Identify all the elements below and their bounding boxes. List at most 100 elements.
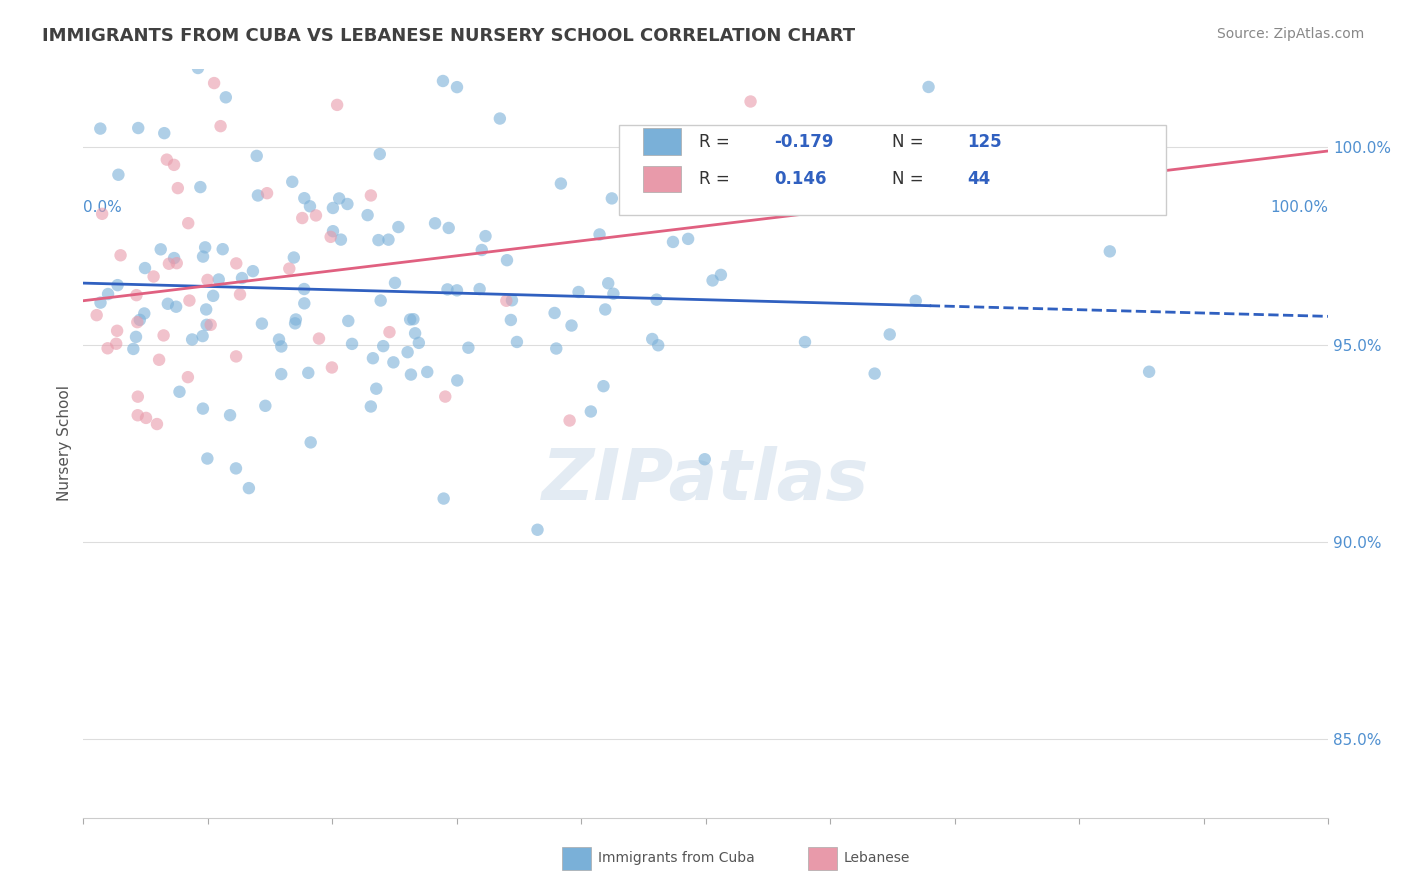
Point bbox=[127, 315, 149, 329]
Point bbox=[676, 232, 699, 246]
Point bbox=[879, 327, 901, 342]
Point bbox=[134, 306, 156, 320]
Point bbox=[256, 186, 278, 201]
Point bbox=[740, 95, 762, 109]
Point bbox=[404, 326, 426, 341]
Point bbox=[86, 308, 108, 322]
Point bbox=[166, 181, 188, 195]
Point bbox=[208, 272, 231, 286]
Point bbox=[641, 332, 664, 346]
Point bbox=[291, 211, 314, 225]
Point bbox=[356, 208, 378, 222]
Point bbox=[292, 296, 315, 310]
Text: -0.179: -0.179 bbox=[775, 133, 834, 151]
Point bbox=[225, 256, 247, 270]
Point bbox=[433, 491, 456, 506]
Point bbox=[156, 153, 179, 167]
Point bbox=[387, 220, 409, 235]
Point bbox=[360, 188, 382, 202]
Point bbox=[396, 345, 419, 359]
Point bbox=[134, 261, 156, 276]
Point bbox=[416, 365, 439, 379]
Point bbox=[471, 243, 494, 257]
Text: N =: N = bbox=[893, 170, 924, 188]
Point bbox=[399, 312, 422, 326]
Point bbox=[305, 209, 328, 223]
Point bbox=[254, 399, 277, 413]
Point bbox=[163, 158, 186, 172]
Point bbox=[165, 300, 187, 314]
Text: N =: N = bbox=[893, 133, 924, 151]
Point bbox=[284, 312, 307, 326]
Point bbox=[148, 352, 170, 367]
Point bbox=[142, 269, 165, 284]
Point bbox=[550, 177, 572, 191]
Text: Lebanese: Lebanese bbox=[844, 851, 910, 865]
Point bbox=[127, 390, 149, 404]
Point bbox=[163, 251, 186, 265]
Point bbox=[246, 188, 269, 202]
Point bbox=[270, 367, 292, 381]
Text: R =: R = bbox=[700, 170, 730, 188]
Point bbox=[437, 221, 460, 235]
Point bbox=[434, 390, 457, 404]
Point bbox=[377, 233, 399, 247]
Point bbox=[361, 351, 384, 366]
Point bbox=[153, 126, 176, 140]
Point bbox=[215, 90, 238, 104]
Point bbox=[321, 360, 343, 375]
Point bbox=[191, 329, 214, 343]
Point bbox=[328, 191, 350, 205]
Point bbox=[468, 282, 491, 296]
Point bbox=[598, 277, 620, 291]
Point bbox=[526, 523, 548, 537]
Point bbox=[367, 233, 389, 247]
Point bbox=[446, 80, 468, 95]
Point bbox=[127, 409, 149, 423]
Point bbox=[107, 278, 129, 293]
Point bbox=[319, 230, 342, 244]
Point bbox=[110, 248, 132, 262]
Point bbox=[195, 451, 218, 466]
Point bbox=[322, 201, 344, 215]
Point bbox=[97, 287, 120, 301]
Point bbox=[579, 404, 602, 418]
Text: 100.0%: 100.0% bbox=[1270, 201, 1329, 215]
Point bbox=[693, 452, 716, 467]
Point bbox=[250, 317, 273, 331]
Point bbox=[187, 61, 209, 75]
Text: 125: 125 bbox=[967, 133, 1001, 151]
Point bbox=[588, 227, 610, 242]
Point bbox=[195, 318, 218, 332]
Text: ZIPatlas: ZIPatlas bbox=[543, 446, 869, 516]
Point bbox=[436, 282, 458, 296]
Point bbox=[702, 273, 724, 287]
Point bbox=[89, 295, 111, 310]
Point bbox=[267, 333, 290, 347]
Point bbox=[202, 289, 225, 303]
Point bbox=[299, 435, 322, 450]
Point bbox=[647, 338, 669, 352]
Point bbox=[169, 384, 191, 399]
Point bbox=[506, 334, 529, 349]
Point bbox=[149, 243, 172, 257]
Text: 0.146: 0.146 bbox=[775, 170, 827, 188]
Point bbox=[662, 235, 685, 249]
Text: Source: ZipAtlas.com: Source: ZipAtlas.com bbox=[1216, 27, 1364, 41]
Point bbox=[298, 199, 321, 213]
Point bbox=[308, 332, 330, 346]
Text: 44: 44 bbox=[967, 170, 990, 188]
Point bbox=[593, 302, 616, 317]
Point bbox=[592, 379, 614, 393]
Text: R =: R = bbox=[700, 133, 730, 151]
Point bbox=[474, 229, 496, 244]
Point bbox=[337, 314, 360, 328]
Point bbox=[156, 297, 179, 311]
Point bbox=[457, 341, 479, 355]
Point bbox=[340, 337, 363, 351]
Point bbox=[501, 293, 523, 308]
Point bbox=[496, 253, 519, 268]
Text: 0.0%: 0.0% bbox=[83, 201, 122, 215]
Point bbox=[89, 121, 111, 136]
Point bbox=[166, 256, 188, 270]
